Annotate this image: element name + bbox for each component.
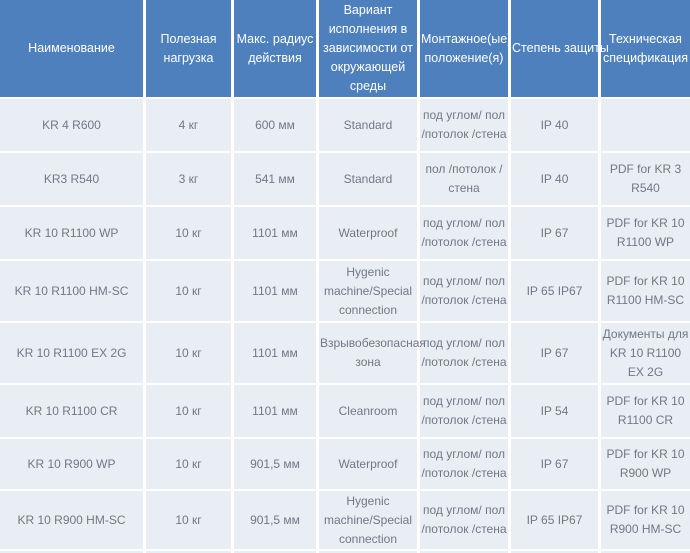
reach-cell: 901,5 мм xyxy=(234,491,316,549)
table-row: KR 10 R1100 HM-SC 10 кг 1101 мм Hygenic mac… xyxy=(0,261,690,321)
column-header-protection-rating: Степень защиты xyxy=(511,0,609,97)
protection-cell: IP 67 xyxy=(511,439,598,489)
payload-cell: 10 кг xyxy=(146,323,231,383)
column-header-payload: Полезная нагрузка xyxy=(146,0,231,97)
name-cell: KR3 R540 xyxy=(0,153,143,205)
spec-link-cell[interactable]: PDF for KR 10 R900 WP xyxy=(601,439,690,489)
payload-cell: 10 кг xyxy=(146,439,231,489)
variant-cell: Waterproof xyxy=(319,439,417,489)
reach-cell: 1101 мм xyxy=(234,207,316,259)
table-row: KR 10 R900 WP 10 кг 901,5 мм Waterproof под … xyxy=(0,439,690,489)
table-row: KR 10 R1100 WP 10 кг 1101 мм Waterproof под … xyxy=(0,207,690,259)
payload-cell: 10 кг xyxy=(146,491,231,549)
partial-row-cell xyxy=(0,551,143,553)
variant-cell: Standard xyxy=(319,99,417,151)
partial-row xyxy=(0,551,690,553)
table-header-row: Наименование Полезная нагрузка Макс. радиу… xyxy=(0,0,690,97)
reach-cell: 901,5 мм xyxy=(234,439,316,489)
name-cell: KR 10 R1100 HM-SC xyxy=(0,261,143,321)
column-header-environment-variant: Вариант исполнения в зависимости от окру… xyxy=(319,0,417,97)
mounting-cell: под углом/ пол /потолок /стена xyxy=(420,99,508,151)
payload-cell: 4 кг xyxy=(146,99,231,151)
variant-cell: Hygenic machine/Special connection xyxy=(319,261,417,321)
column-header-max-reach: Макс. радиус действия xyxy=(234,0,316,97)
column-header-name: Наименование xyxy=(0,0,143,97)
payload-cell: 10 кг xyxy=(146,385,231,437)
reach-cell: 541 мм xyxy=(234,153,316,205)
partial-row-cell xyxy=(420,551,508,553)
column-header-tech-spec: Техническая спецификация xyxy=(601,0,690,97)
name-cell: KR 10 R900 HM-SC xyxy=(0,491,143,549)
mounting-cell: под углом/ пол /потолок /стена xyxy=(420,439,508,489)
protection-cell: IP 65 IP67 xyxy=(511,261,598,321)
protection-cell: IP 67 xyxy=(511,323,598,383)
protection-cell: IP 40 xyxy=(511,99,598,151)
mounting-cell: пол /потолок / стена xyxy=(420,153,508,205)
mounting-cell: под углом/ пол /потолок /стена xyxy=(420,261,508,321)
partial-row-cell xyxy=(511,551,598,553)
variant-cell: Standard xyxy=(319,153,417,205)
spec-link-cell[interactable]: PDF for KR 10 R900 HM-SC xyxy=(601,491,690,549)
name-cell: KR 10 R1100 CR xyxy=(0,385,143,437)
reach-cell: 1101 мм xyxy=(234,323,316,383)
protection-cell: IP 54 xyxy=(511,385,598,437)
variant-cell: Waterproof xyxy=(319,207,417,259)
name-cell: KR 10 R900 WP xyxy=(0,439,143,489)
name-cell: KR 10 R1100 EX 2G xyxy=(0,323,143,383)
protection-cell: IP 65 IP67 xyxy=(511,491,598,549)
table-row: KR 10 R1100 EX 2G 10 кг 1101 мм Взрывобезоп… xyxy=(0,323,690,383)
table-row: KR 4 R600 4 кг 600 мм Standard под углом/ по… xyxy=(0,99,690,151)
table-row: KR 10 R900 HM-SC 10 кг 901,5 мм Hygenic mac… xyxy=(0,491,690,549)
partial-row-cell xyxy=(601,551,690,553)
spec-link-cell[interactable]: PDF for KR 10 R1100 CR xyxy=(601,385,690,437)
spec-link-cell[interactable]: Документы для KR 10 R1100 EX 2G xyxy=(601,323,690,383)
table-row: KR 10 R1100 CR 10 кг 1101 мм Cleanroom под у… xyxy=(0,385,690,437)
spec-link-cell[interactable]: PDF for KR 10 R1100 WP xyxy=(601,207,690,259)
table-row: KR3 R540 3 кг 541 мм Standard пол /потолок /… xyxy=(0,153,690,205)
reach-cell: 1101 мм xyxy=(234,385,316,437)
name-cell: KR 10 R1100 WP xyxy=(0,207,143,259)
spec-link-cell[interactable]: PDF for KR 3 R540 xyxy=(601,153,690,205)
mounting-cell: под углом/ пол /потолок /стена xyxy=(420,385,508,437)
table-body: KR 4 R600 4 кг 600 мм Standard под углом/ по… xyxy=(0,99,690,553)
mounting-cell: под углом/ пол /потолок /стена xyxy=(420,207,508,259)
variant-cell: Hygenic machine/Special connection xyxy=(319,491,417,549)
header-row: Наименование Полезная нагрузка Макс. радиу… xyxy=(0,0,690,97)
partial-row-cell xyxy=(234,551,316,553)
variant-cell: Cleanroom xyxy=(319,385,417,437)
reach-cell: 1101 мм xyxy=(234,261,316,321)
payload-cell: 10 кг xyxy=(146,261,231,321)
protection-cell: IP 67 xyxy=(511,207,598,259)
reach-cell: 600 мм xyxy=(234,99,316,151)
protection-cell: IP 40 xyxy=(511,153,598,205)
name-cell: KR 4 R600 xyxy=(0,99,143,151)
partial-row-cell xyxy=(146,551,231,553)
column-header-mounting-position: Монтажное(ые) положение(я) xyxy=(420,0,511,97)
spec-link-cell xyxy=(601,99,690,151)
mounting-cell: под углом/ пол /потолок /стена xyxy=(420,323,508,383)
variant-cell: Взрывобезопасная зона xyxy=(319,323,426,383)
payload-cell: 10 кг xyxy=(146,207,231,259)
partial-row-cell xyxy=(319,551,417,553)
spec-link-cell[interactable]: PDF for KR 10 R1100 HM-SC xyxy=(601,261,690,321)
payload-cell: 3 кг xyxy=(146,153,231,205)
mounting-cell: под углом/ пол /потолок /стена xyxy=(420,491,508,549)
